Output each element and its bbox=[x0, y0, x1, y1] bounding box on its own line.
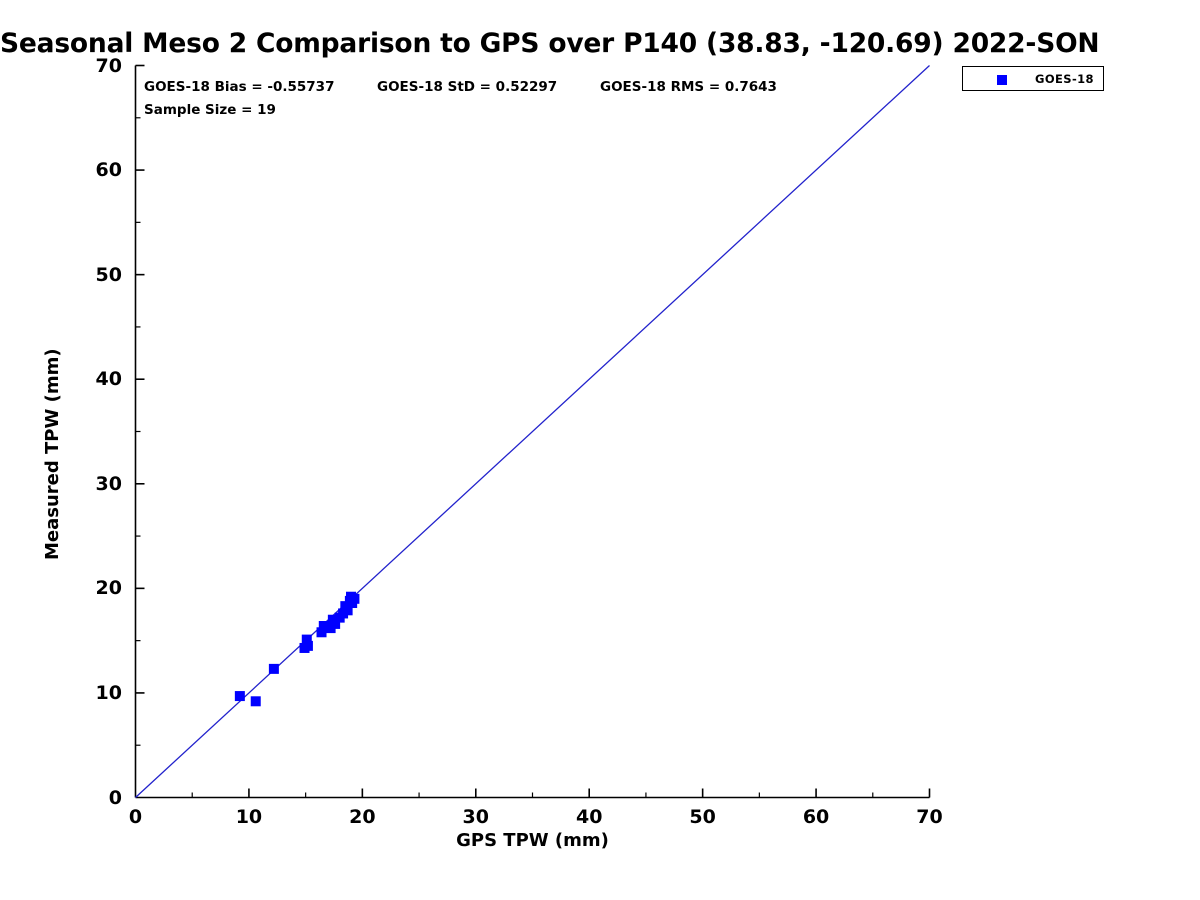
data-point bbox=[268, 663, 279, 674]
x-tick-label: 40 bbox=[575, 806, 603, 828]
legend-label-goes18: GOES-18 bbox=[1035, 72, 1094, 86]
y-tick-label: 30 bbox=[95, 472, 122, 495]
legend-swatch-goes18 bbox=[997, 75, 1007, 85]
page-title: Seasonal Meso 2 Comparison to GPS over P… bbox=[0, 28, 1100, 59]
y-tick-label: 20 bbox=[95, 577, 122, 600]
x-tick-label: 30 bbox=[462, 806, 490, 828]
y-tick-label: 50 bbox=[95, 263, 122, 286]
x-tick-label: 50 bbox=[689, 806, 716, 828]
y-tick-label: 60 bbox=[95, 159, 122, 182]
data-point bbox=[234, 691, 245, 702]
data-point bbox=[318, 621, 329, 632]
stat-rms: GOES-18 RMS = 0.7643 bbox=[600, 79, 777, 95]
x-tick-label: 60 bbox=[802, 806, 830, 828]
y-axis-title: Measured TPW (mm) bbox=[42, 348, 63, 560]
stat-bias: GOES-18 Bias = -0.55737 bbox=[144, 79, 335, 95]
x-tick-label: 0 bbox=[128, 806, 143, 828]
stat-std: GOES-18 StD = 0.52297 bbox=[377, 79, 558, 95]
data-point bbox=[250, 696, 261, 707]
data-point bbox=[330, 618, 341, 629]
x-tick-label: 20 bbox=[349, 806, 376, 828]
data-point bbox=[342, 605, 353, 616]
y-tick-label: 40 bbox=[95, 368, 122, 391]
legend: GOES-18 bbox=[962, 66, 1104, 91]
one-to-one-reference-line bbox=[135, 65, 930, 798]
y-tick-label: 70 bbox=[95, 54, 122, 77]
y-tick-label: 10 bbox=[95, 681, 122, 704]
x-tick-label: 10 bbox=[235, 806, 263, 828]
data-point bbox=[316, 627, 327, 638]
y-tick-label: 0 bbox=[108, 786, 122, 809]
data-point-layer bbox=[234, 591, 360, 707]
x-tick-label: 70 bbox=[916, 806, 943, 828]
data-point bbox=[301, 634, 312, 645]
stat-sample-size: Sample Size = 19 bbox=[144, 102, 276, 118]
data-point bbox=[349, 593, 360, 604]
data-point bbox=[302, 640, 313, 651]
axis-ticks bbox=[135, 64, 931, 798]
x-axis-title: GPS TPW (mm) bbox=[456, 830, 609, 851]
